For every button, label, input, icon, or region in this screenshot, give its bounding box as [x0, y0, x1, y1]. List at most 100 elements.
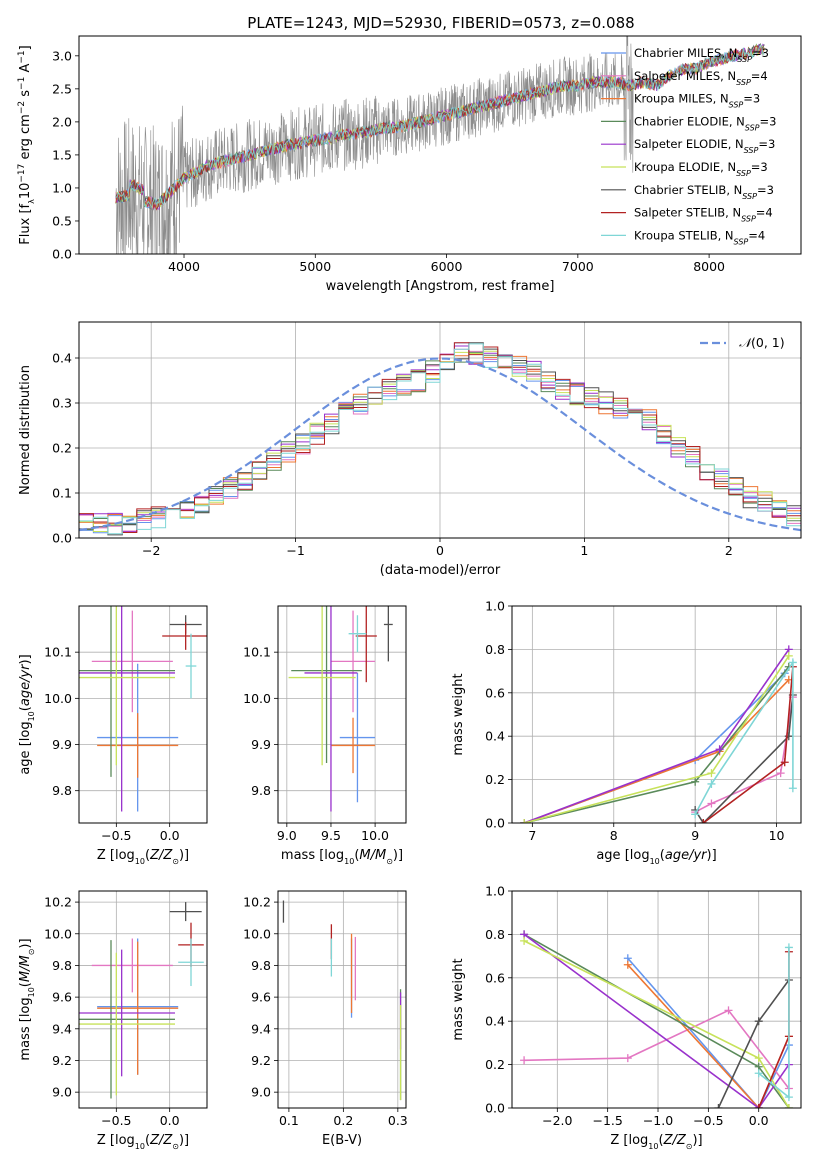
y-tick-label: 0.6: [485, 685, 505, 700]
y-tick-label: 2.0: [52, 114, 72, 129]
weight-line: [694, 659, 794, 815]
y-tick-label: 0.8: [485, 642, 505, 657]
plots: 4000 5000 6000 7000 8000 0.0 0.5 1.0 1.5 2.0 2.5 3.…: [17, 35, 802, 1151]
errorbar-point: [185, 633, 197, 699]
errorbar-point: [79, 606, 175, 777]
x-tick-label: −1: [286, 543, 304, 558]
chart-residuals: −2 −1 0 1 2 0.0 0.1 0.2 0.3 0.4 𝒩(0, 1) (data-model…: [18, 321, 802, 578]
y-tick-label: 9.9: [52, 737, 72, 752]
x-tick-label: 8000: [693, 259, 725, 274]
y-tick-label: 0.4: [52, 351, 72, 366]
weight-line: [694, 694, 794, 823]
y-tick-label: 2.5: [52, 81, 72, 96]
weight-marker: [520, 936, 529, 945]
x-axis-label: Z [log10(Z/Z⊙)]: [97, 1133, 189, 1151]
axes-frame: [78, 321, 802, 539]
x-tick-label: −1.5: [592, 1113, 622, 1128]
weight-line: [523, 940, 790, 1108]
x-tick-label: −0.5: [101, 1113, 131, 1128]
x-tick-label: 0.0: [749, 1113, 769, 1128]
x-tick-label: −2: [142, 543, 160, 558]
x-tick-label: 8: [610, 828, 618, 843]
y-tick-label: 9.0: [251, 1085, 271, 1100]
x-tick-label: 0.0: [160, 828, 180, 843]
weight-marker: [788, 784, 797, 793]
x-tick-label: −0.5: [101, 828, 131, 843]
y-tick-label: 0.2: [52, 441, 72, 456]
y-axis-label: Flux [fλ10−17 erg cm−2 s−1 A−1]: [17, 45, 36, 244]
y-tick-label: 0.2: [485, 772, 505, 787]
plot-area: [79, 606, 207, 812]
x-tick-label: 6000: [431, 259, 463, 274]
y-tick-label: 0.5: [52, 213, 72, 228]
x-tick-label: 0.1: [279, 1113, 299, 1128]
axes-frame: [277, 890, 407, 1109]
chart-spectrum: 4000 5000 6000 7000 8000 0.0 0.5 1.0 1.5 2.0 2.5 3.…: [17, 35, 802, 294]
axes-frame: [511, 890, 802, 1109]
errorbar-point: [348, 615, 367, 653]
weight-line: [524, 1009, 790, 1089]
weight-line: [523, 655, 790, 823]
y-tick-label: 0.0: [52, 531, 72, 546]
legend-label: 𝒩(0, 1): [739, 335, 785, 350]
weight-marker: [707, 769, 716, 778]
x-tick-label: 0: [436, 543, 444, 558]
weight-marker: [699, 819, 708, 823]
y-tick-label: 9.8: [251, 783, 271, 798]
x-tick-label: 9: [691, 828, 699, 843]
y-tick-label: 0.4: [485, 729, 505, 744]
weight-marker: [724, 1006, 733, 1015]
y-tick-label: 9.2: [52, 1053, 72, 1068]
y-tick-label: 0.0: [485, 1101, 505, 1116]
errorbar-point: [79, 606, 175, 766]
grid: [79, 606, 207, 823]
y-tick-label: 9.8: [52, 783, 72, 798]
weight-marker: [776, 769, 785, 778]
errorbar-point: [79, 606, 175, 812]
chart-mass-vs-ebv: 0.1 0.2 0.3 9.0 9.2 9.4 9.6 9.8 10.0 10.2 E(B-V): [243, 890, 408, 1148]
y-tick-label: 10.0: [243, 691, 271, 706]
legend-label: Salpeter MILES, NSSP=4: [634, 69, 768, 87]
weight-marker: [707, 779, 716, 788]
y-tick-label: 1.0: [485, 884, 505, 899]
y-tick-label: 10.0: [44, 691, 72, 706]
weight-marker: [754, 1104, 763, 1108]
y-tick-label: 1.0: [52, 180, 72, 195]
plot-area: [288, 606, 393, 812]
y-tick-label: 9.0: [52, 1085, 72, 1100]
histogram-series: [79, 342, 801, 538]
y-tick-label: 1.5: [52, 147, 72, 162]
histogram-series: [79, 343, 801, 538]
y-tick-label: 0.0: [485, 816, 505, 831]
errorbar-point: [162, 622, 207, 650]
weight-marker: [754, 1054, 763, 1063]
weight-line: [523, 933, 790, 1108]
y-tick-label: 0.0: [52, 247, 72, 262]
histogram-series: [79, 342, 801, 538]
x-axis-label: age [log10(age/yr)]: [596, 848, 716, 866]
errorbar-point: [79, 940, 175, 1099]
x-tick-label: 7: [528, 828, 536, 843]
weight-marker: [784, 1093, 793, 1102]
y-tick-label: 9.4: [52, 1021, 72, 1036]
y-tick-label: 9.2: [251, 1053, 271, 1068]
weight-marker: [520, 1056, 529, 1065]
legend-label: Salpeter ELODIE, NSSP=3: [634, 137, 775, 155]
y-axis-label: Normed distribution: [18, 365, 33, 495]
x-tick-label: 9.0: [277, 828, 297, 843]
y-tick-label: 9.9: [251, 737, 271, 752]
model-spectrum: [115, 44, 765, 210]
x-tick-label: 7000: [562, 259, 594, 274]
weight-marker: [707, 799, 716, 808]
weight-marker: [714, 1104, 723, 1108]
weight-marker: [623, 960, 632, 969]
legend-label: Kroupa ELODIE, NSSP=3: [634, 160, 768, 178]
x-axis-label: wavelength [Angstrom, rest frame]: [326, 279, 555, 294]
x-axis-label: Z [log10(Z/Z⊙)]: [97, 848, 189, 866]
weight-marker: [780, 758, 789, 767]
plot-area: [520, 930, 793, 1108]
x-tick-label: 4000: [168, 259, 200, 274]
y-axis-label: mass [log10(M/M⊙)]: [18, 938, 36, 1060]
errorbar-point: [91, 610, 173, 713]
y-tick-label: 0.1: [52, 486, 72, 501]
